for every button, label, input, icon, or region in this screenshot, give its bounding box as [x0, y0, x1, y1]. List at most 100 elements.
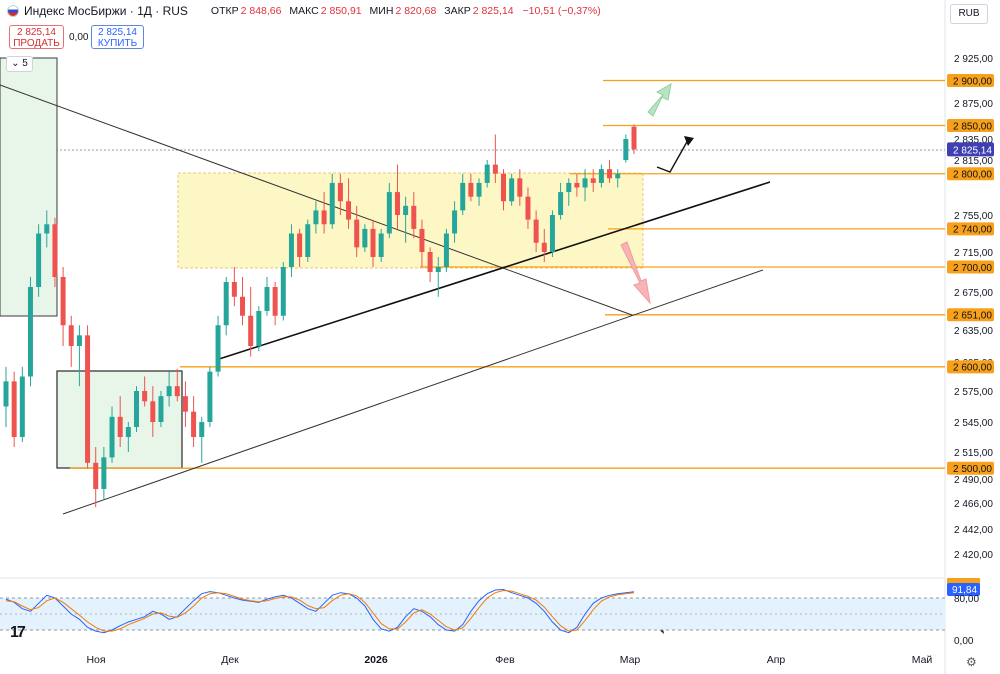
time-tick-label: Дек [221, 654, 239, 666]
candle-body [166, 386, 172, 397]
stoch-value-tag [947, 583, 980, 596]
candle-body [36, 233, 42, 287]
candle-body [492, 164, 498, 174]
price-tick-label: 2 442,00 [954, 525, 993, 536]
collapse-indicators-button[interactable]: ⌄ 5 [6, 56, 33, 72]
candle-body [150, 401, 156, 422]
level-price-label: 2 500,00 [953, 464, 992, 475]
currency-selector[interactable]: RUB [950, 4, 988, 24]
candle-body [533, 219, 539, 243]
candle-body [517, 178, 523, 197]
candle-body [623, 139, 629, 160]
level-price-tag [947, 119, 994, 132]
descending-trendline [0, 84, 633, 316]
low-label: МИН [369, 5, 394, 17]
candle-body [133, 391, 139, 427]
candle-body [525, 196, 531, 220]
candle-body [256, 311, 262, 346]
price-tick-label: 2 466,00 [954, 499, 993, 510]
candle-body [443, 233, 449, 267]
candle-body [362, 228, 368, 248]
high-value: 2 850,91 [320, 5, 362, 17]
time-tick-label: Май [912, 654, 933, 666]
green-up-arrow-icon [647, 83, 672, 117]
candle-body [19, 376, 25, 437]
candle-body [403, 205, 409, 215]
red-down-arrow-icon [620, 241, 651, 305]
price-tick-label: 2 575,00 [954, 387, 993, 398]
indicator-count: 5 [22, 58, 28, 69]
open-label: ОТКР [210, 5, 239, 17]
candle-body [158, 396, 164, 422]
candle-body [476, 182, 482, 197]
level-price-label: 2 740,00 [953, 225, 992, 236]
candle-body [93, 462, 99, 489]
price-tick-label: 2 545,00 [954, 418, 993, 429]
sell-label: ПРОДАТЬ [13, 38, 60, 49]
time-tick-label: Мар [620, 654, 641, 666]
candle-body [297, 233, 303, 257]
candle-body [337, 182, 343, 202]
candle-body [101, 457, 107, 489]
candle-body [607, 169, 613, 179]
symbol-title[interactable]: Индекс МосБиржи · 1Д · RUS [24, 4, 188, 18]
close-label: ЗАКР [444, 5, 471, 17]
level-price-tag [947, 167, 994, 181]
candle-body [386, 192, 392, 234]
level-price-label: 2 700,00 [953, 263, 992, 274]
symbol-header: Индекс МосБиржи · 1Д · RUS ОТКР 2 848,66 … [0, 0, 601, 22]
gear-icon[interactable]: ⚙ [966, 655, 977, 669]
stoch-k-line [5, 588, 635, 634]
stochastic-pane [0, 588, 945, 634]
stoch-band [0, 598, 945, 630]
candle-body [215, 325, 221, 372]
horizontal-levels[interactable] [70, 79, 945, 469]
candle-body [484, 164, 490, 183]
candle-body [305, 224, 311, 257]
buy-button[interactable]: 2 825,14 КУПИТЬ [91, 25, 144, 49]
black-projection-arrow [656, 139, 689, 173]
candle-body [68, 325, 74, 346]
candle-body [615, 173, 621, 179]
stoch-d-tag [947, 578, 980, 585]
price-tick-label: 2 835,00 [954, 135, 993, 146]
level-price-tag [947, 461, 994, 475]
candle-body [264, 287, 270, 311]
time-tick-label: 2026 [364, 654, 388, 666]
candle-body [109, 416, 115, 458]
candle-body [44, 224, 50, 234]
tradingview-logo-icon: 17 [10, 624, 26, 641]
candle-body [313, 210, 319, 225]
candle-body [223, 282, 229, 326]
candle-body [419, 228, 425, 252]
candle-body [354, 219, 360, 248]
candle-body [598, 169, 604, 183]
low-value: 2 820,68 [395, 5, 437, 17]
change-value: −10,51 (−0,37%) [522, 5, 601, 17]
buy-price: 2 825,14 [98, 27, 137, 38]
price-tick-label: 2 875,00 [954, 99, 993, 110]
candle-body [427, 252, 433, 272]
sell-button[interactable]: 2 825,14 ПРОДАТЬ [9, 25, 64, 49]
candle-body [378, 233, 384, 257]
price-axis[interactable]: 2 925,00 2 875,00 2 835,00 2 815,00 2 755,00… [947, 54, 994, 647]
support-trendline [215, 181, 771, 361]
candle-body [60, 277, 66, 326]
candle-body [174, 386, 180, 397]
candle-body [272, 287, 278, 316]
candle-body [541, 242, 547, 252]
long-support-trendline [62, 269, 764, 515]
candle-body [549, 215, 555, 252]
time-axis[interactable]: Ноя Дек 2026 Фев Мар Апр Май [86, 654, 932, 666]
price-tick-label: 2 420,00 [954, 550, 993, 561]
stoch-axis-label: 0,00 [954, 636, 974, 647]
stoch-value-label: 91,84 [952, 585, 977, 596]
price-tick-label: 2 815,00 [954, 156, 993, 167]
candle-body [27, 287, 33, 377]
annotation-zones [0, 57, 644, 469]
sell-price: 2 825,14 [17, 27, 56, 38]
candle-body [411, 205, 417, 229]
price-tick-label: 2 515,00 [954, 448, 993, 459]
trend-lines[interactable] [0, 84, 771, 515]
